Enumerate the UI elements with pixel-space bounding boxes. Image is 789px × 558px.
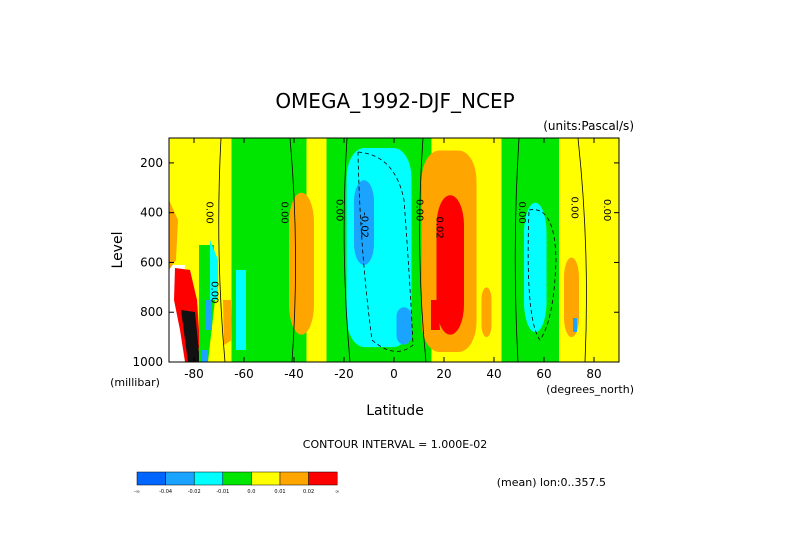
x-tick-label: 0 bbox=[390, 367, 398, 381]
colorbar-label: -0.02 bbox=[188, 489, 201, 495]
x-tick-label: -20 bbox=[334, 367, 354, 381]
y-tick-label: 1000 bbox=[132, 355, 163, 369]
x-axis-label: Latitude bbox=[366, 403, 424, 419]
antarctic-features bbox=[169, 200, 246, 362]
colorbar-label: -0.04 bbox=[159, 489, 172, 495]
mean-text: (mean) lon:0..357.5 bbox=[497, 476, 606, 489]
colorbar-swatch bbox=[136, 471, 166, 486]
field-region-blue bbox=[396, 307, 412, 345]
x-tick-label: 20 bbox=[436, 367, 451, 381]
y-axis: 200 400 600 800 1000 bbox=[132, 156, 619, 369]
colorbar-swatch bbox=[251, 471, 281, 486]
contour-label: -0.02 bbox=[359, 212, 370, 238]
contour-label: 0.00 bbox=[601, 199, 612, 221]
x-tick-label: 80 bbox=[586, 367, 601, 381]
contour-lines bbox=[218, 137, 587, 363]
contour-label: 0.02 bbox=[434, 216, 445, 238]
x-tick-label: -60 bbox=[234, 367, 254, 381]
colorbar-label: 0.0 bbox=[247, 489, 255, 495]
y-tick-label: 400 bbox=[140, 206, 163, 220]
colorbar-swatch bbox=[193, 471, 224, 486]
minor-features bbox=[206, 300, 577, 332]
field-region-red bbox=[436, 195, 464, 335]
plot-area: 0.00 0.00 0.00 0.00 -0.02 0.00 0.02 0.00 0.00 0.0… bbox=[168, 137, 620, 363]
x-axis: -80 -60 -40 -20 0 20 40 60 80 bbox=[184, 138, 602, 381]
colorbar-swatch bbox=[222, 471, 252, 486]
units-label: (units:Pascal/s) bbox=[543, 119, 634, 133]
field-region-orange bbox=[481, 287, 492, 338]
contour-label: 0.00 bbox=[279, 202, 290, 224]
x-unit-label: (degrees_north) bbox=[546, 383, 634, 396]
contour-label: 0.00 bbox=[569, 197, 580, 219]
colorbar-swatch bbox=[165, 471, 195, 486]
contour-label: 0.00 bbox=[414, 199, 425, 221]
colorbar: -∞ -0.04 -0.02 -0.01 0.0 0.01 0.02 ∞ bbox=[134, 471, 339, 495]
colorbar-label: ∞ bbox=[335, 489, 339, 495]
contour-label: 0.00 bbox=[209, 281, 220, 303]
chart-title: OMEGA_1992-DJF_NCEP bbox=[275, 89, 514, 113]
contour-label: 0.00 bbox=[334, 199, 345, 221]
y-axis-label: Level bbox=[110, 232, 126, 269]
field-region-blue bbox=[354, 180, 374, 265]
field-region-orange bbox=[564, 257, 579, 338]
x-tick-label: 60 bbox=[536, 367, 551, 381]
y-tick-label: 200 bbox=[140, 156, 163, 170]
contour-label: 0.00 bbox=[204, 202, 215, 224]
contour-label: 0.00 bbox=[516, 202, 527, 224]
contour-labels: 0.00 0.00 0.00 0.00 -0.02 0.00 0.02 0.00 0.00 0.0… bbox=[204, 197, 613, 304]
colorbar-label: 0.02 bbox=[303, 489, 314, 495]
contour-interval-text: CONTOUR INTERVAL = 1.000E-02 bbox=[303, 438, 487, 451]
x-tick-label: 40 bbox=[486, 367, 501, 381]
colorbar-label: 0.01 bbox=[274, 489, 285, 495]
colorbar-swatch bbox=[308, 471, 338, 486]
x-tick-label: -40 bbox=[284, 367, 304, 381]
y-tick-label: 600 bbox=[140, 255, 163, 269]
x-tick-label: -80 bbox=[184, 367, 204, 381]
field-region-orange bbox=[289, 192, 314, 335]
colorbar-swatch bbox=[279, 471, 309, 486]
y-unit-label: (millibar) bbox=[110, 376, 160, 389]
contour-fields bbox=[231, 138, 579, 362]
colorbar-label: -∞ bbox=[134, 489, 140, 495]
y-tick-label: 800 bbox=[140, 305, 163, 319]
colorbar-label: -0.01 bbox=[216, 489, 229, 495]
